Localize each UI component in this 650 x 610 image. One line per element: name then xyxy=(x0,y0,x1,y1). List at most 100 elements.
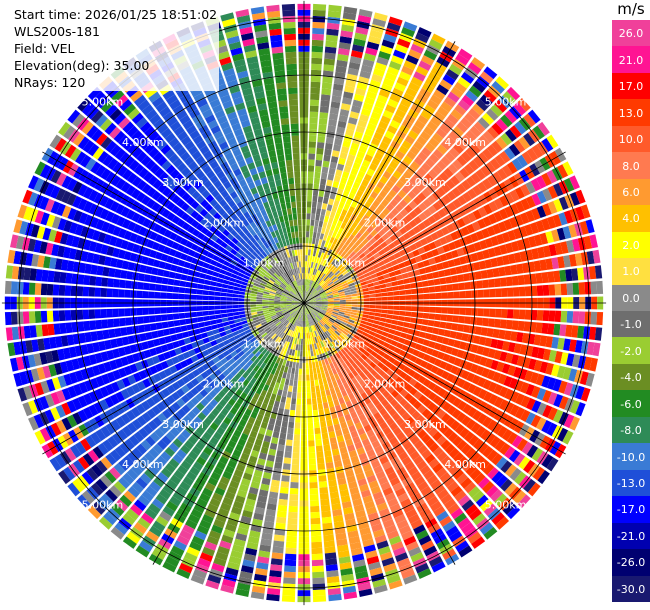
velocity-gate xyxy=(338,214,345,222)
velocity-gate xyxy=(316,322,321,329)
velocity-gate xyxy=(309,267,313,274)
velocity-gate xyxy=(373,285,381,290)
velocity-gate xyxy=(323,534,335,542)
velocity-gate xyxy=(488,381,498,393)
velocity-gate xyxy=(336,316,343,321)
velocity-gate xyxy=(173,319,181,327)
velocity-gate xyxy=(472,513,486,526)
velocity-gate xyxy=(439,253,448,262)
velocity-gate xyxy=(428,458,440,469)
velocity-gate xyxy=(298,368,302,375)
velocity-gate xyxy=(416,460,428,471)
velocity-gate xyxy=(351,304,358,307)
velocity-gate xyxy=(363,272,371,278)
velocity-gate xyxy=(525,397,536,411)
velocity-gate xyxy=(315,305,322,308)
velocity-gate xyxy=(307,422,314,429)
velocity-gate xyxy=(476,75,490,89)
velocity-gate xyxy=(501,231,511,243)
velocity-gate xyxy=(136,316,144,325)
velocity-gate xyxy=(473,354,482,365)
velocity-gate xyxy=(404,316,411,323)
velocity-gate xyxy=(391,381,400,390)
velocity-gate xyxy=(472,261,481,271)
velocity-gate xyxy=(336,285,343,290)
velocity-gate xyxy=(580,204,591,219)
velocity-gate xyxy=(509,390,520,403)
velocity-gate xyxy=(333,454,342,462)
velocity-gate xyxy=(483,66,498,80)
velocity-gate xyxy=(475,494,489,508)
velocity-gate xyxy=(451,275,459,283)
velocity-gate xyxy=(441,370,450,380)
velocity-gate xyxy=(343,203,350,211)
velocity-gate xyxy=(380,398,390,408)
velocity-gate xyxy=(365,209,373,218)
velocity-gate xyxy=(22,282,30,295)
velocity-gate xyxy=(386,385,395,394)
velocity-gate xyxy=(268,576,282,584)
velocity-gate xyxy=(272,431,280,439)
velocity-gate xyxy=(266,503,277,511)
velocity-gate xyxy=(531,248,540,260)
velocity-gate xyxy=(83,275,91,286)
velocity-gate xyxy=(309,255,313,262)
velocity-gate xyxy=(505,352,514,364)
velocity-gate xyxy=(260,421,268,430)
velocity-gate xyxy=(361,238,369,246)
velocity-gate xyxy=(320,258,325,266)
velocity-gate xyxy=(34,283,42,295)
velocity-gate xyxy=(307,285,310,292)
velocity-gate xyxy=(448,530,463,543)
velocity-gate xyxy=(190,294,197,300)
velocity-gate xyxy=(494,308,502,318)
velocity-gate xyxy=(295,362,300,369)
velocity-gate xyxy=(405,334,413,341)
velocity-gate xyxy=(382,373,391,381)
velocity-gate xyxy=(411,124,422,135)
velocity-gate xyxy=(420,274,428,281)
velocity-gate xyxy=(297,350,301,357)
velocity-gate xyxy=(428,313,436,320)
velocity-gate xyxy=(412,372,422,381)
velocity-gate xyxy=(339,446,348,455)
velocity-gate xyxy=(337,289,345,293)
velocity-gate xyxy=(404,204,413,214)
velocity-gate xyxy=(517,97,531,112)
velocity-gate xyxy=(46,283,54,296)
velocity-gate xyxy=(419,360,428,369)
velocity-gate xyxy=(348,481,358,490)
velocity-gate xyxy=(441,261,450,269)
velocity-gate xyxy=(215,314,222,319)
velocity-gate xyxy=(410,161,421,171)
velocity-gate xyxy=(413,206,423,216)
velocity-gate xyxy=(318,313,324,318)
velocity-gate xyxy=(447,307,454,315)
velocity-gate xyxy=(584,281,592,295)
velocity-gate xyxy=(285,547,297,555)
velocity-gate xyxy=(331,313,338,317)
velocity-gate xyxy=(450,365,459,375)
velocity-gate xyxy=(309,225,314,232)
velocity-gate xyxy=(491,80,505,94)
velocity-gate xyxy=(284,451,292,459)
velocity-gate xyxy=(223,573,238,583)
velocity-gate xyxy=(436,510,449,522)
velocity-gate xyxy=(230,506,242,516)
velocity-gate xyxy=(436,186,446,197)
velocity-gate xyxy=(309,488,319,495)
velocity-gate xyxy=(496,168,508,181)
velocity-gate xyxy=(125,317,132,326)
velocity-gate xyxy=(364,128,375,137)
velocity-gate xyxy=(397,189,407,199)
velocity-gate xyxy=(341,389,348,397)
velocity-gate xyxy=(304,267,307,274)
velocity-gate xyxy=(348,424,357,433)
velocity-gate xyxy=(52,284,60,296)
velocity-gate xyxy=(507,365,517,377)
velocity-gate xyxy=(366,217,374,226)
velocity-gate xyxy=(471,290,478,298)
velocity-gate xyxy=(365,241,373,249)
velocity-gate xyxy=(366,90,378,100)
velocity-gate xyxy=(324,254,330,261)
